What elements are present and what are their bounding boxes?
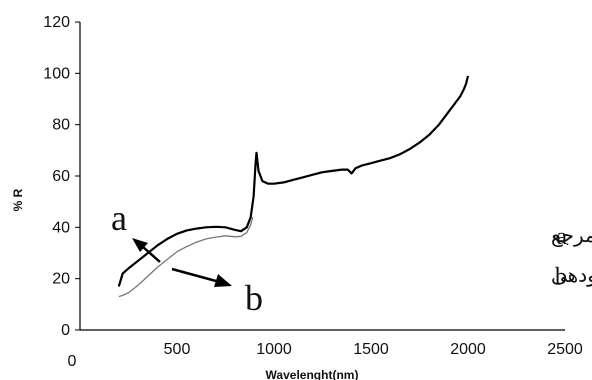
legend-a-text: نمونه مرجع xyxy=(551,223,592,247)
x-tick-label: 2500 xyxy=(547,341,583,358)
y-tick-label: 100 xyxy=(43,65,70,82)
y-tick-labels: 0 20 40 60 80 100 120 xyxy=(43,14,70,339)
y-tick-label: 40 xyxy=(52,219,70,236)
legend-b-text: نمونه پرتودهی xyxy=(551,263,592,288)
x-tick-labels: 0 500 1000 1500 2000 2500 xyxy=(68,341,583,370)
x-tick-label: 2000 xyxy=(450,341,486,358)
y-axis-label: % R xyxy=(11,188,25,211)
x-tick-label: 1000 xyxy=(256,341,292,358)
legend: a نمونه مرجع b نمونه پرتودهی xyxy=(551,223,592,290)
x-axis-label: Wavelenght(nm) xyxy=(266,368,359,380)
x-tick-label: 0 xyxy=(68,353,77,370)
arrow-a-line xyxy=(142,246,161,263)
y-tick-label: 60 xyxy=(52,168,70,185)
arrow-b-head xyxy=(214,274,232,287)
series-line-b xyxy=(118,216,254,298)
x-tick-label: 1500 xyxy=(353,341,389,358)
annotation-b: b xyxy=(245,278,263,318)
legend-b-letter: b xyxy=(555,264,567,290)
x-tick-label: 500 xyxy=(164,341,191,358)
y-tick-label: 80 xyxy=(52,117,70,134)
y-tick-label: 20 xyxy=(52,271,70,288)
legend-a-letter: a xyxy=(556,224,567,250)
series-line-a xyxy=(117,75,470,287)
axes xyxy=(75,21,565,331)
y-tick-label: 0 xyxy=(61,322,70,339)
y-tick-label: 120 xyxy=(43,14,70,31)
series-layer xyxy=(117,75,470,298)
annotation-a: a xyxy=(111,198,127,238)
arrow-a-head xyxy=(132,238,148,252)
arrow-b-line xyxy=(171,267,217,283)
